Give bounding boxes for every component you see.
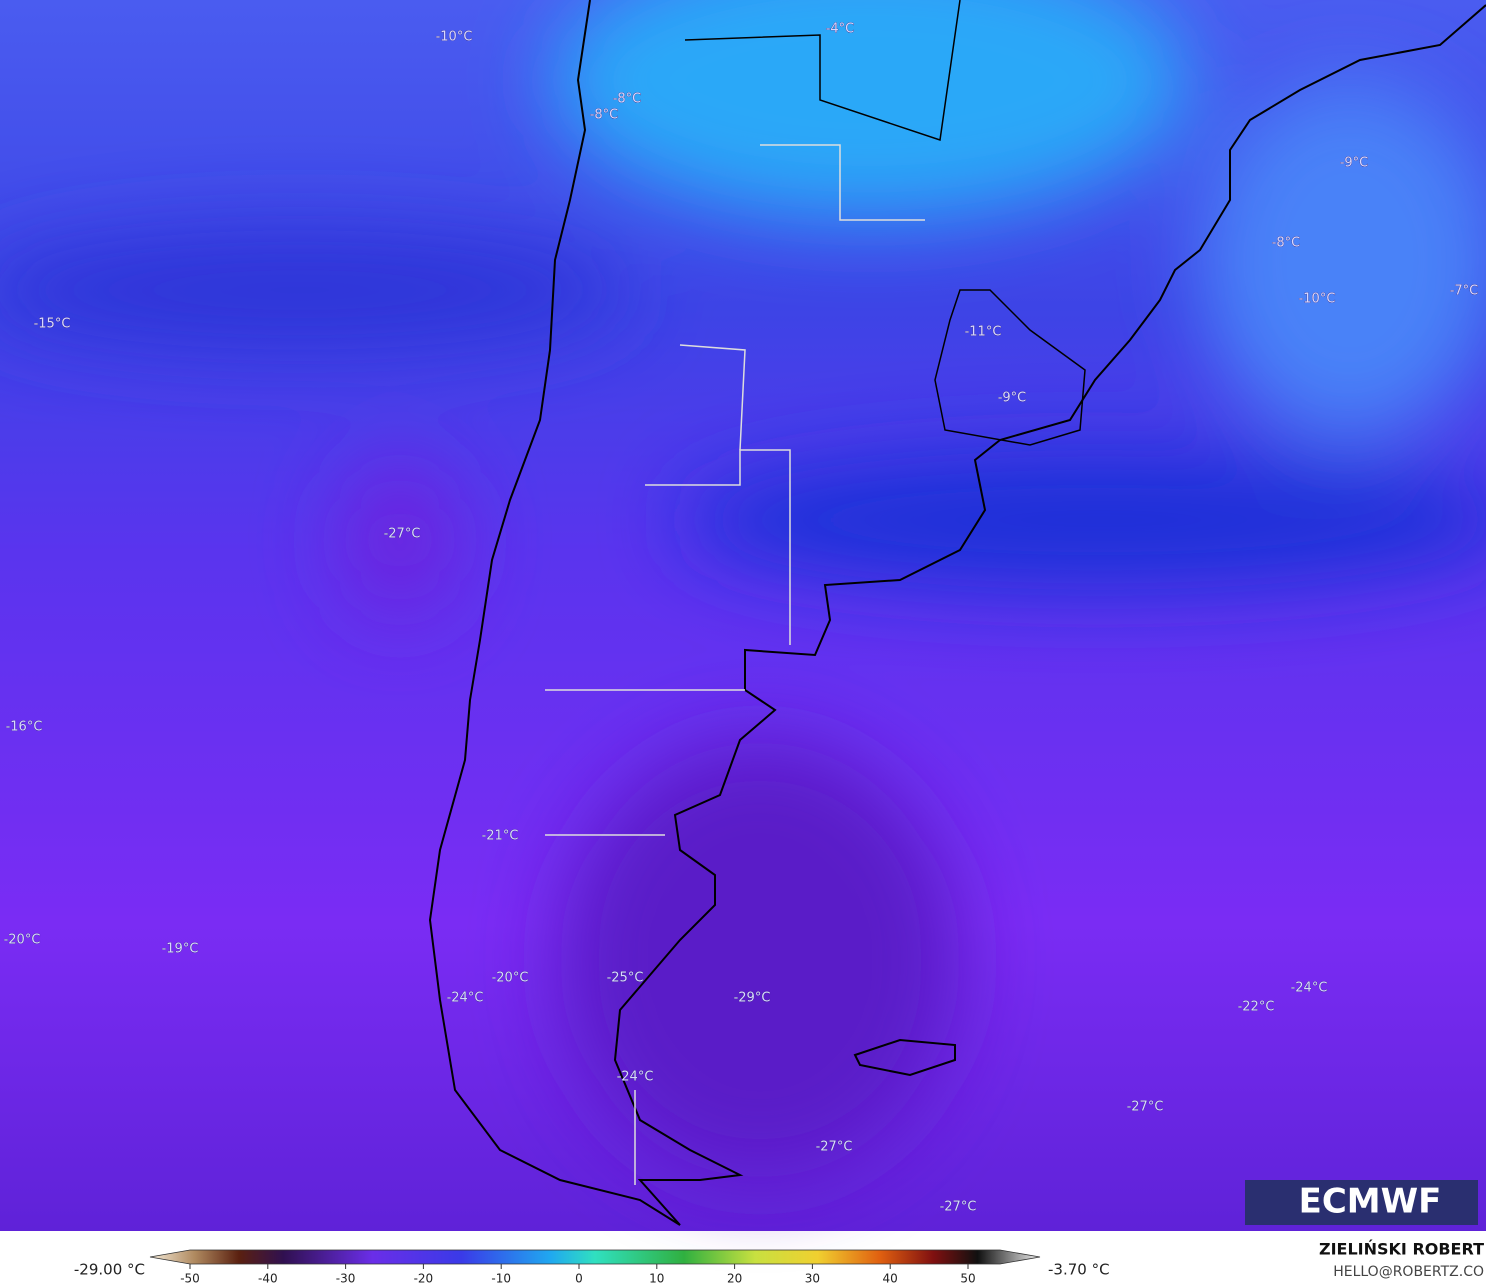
contact: HELLO@ROBERTZ.CO (1333, 1264, 1484, 1280)
temperature-label: -27°C (940, 1200, 977, 1215)
temperature-label: -20°C (492, 971, 529, 986)
temperature-label: -19°C (162, 942, 199, 957)
temperature-label: -21°C (482, 829, 519, 844)
min-label: -29.00 °C (74, 1261, 145, 1279)
colorbar-tick-label: -40 (258, 1272, 278, 1286)
temperature-label: -9°C (1340, 156, 1369, 171)
temperature-label: -22°C (1238, 1000, 1275, 1015)
colorbar-tick-label: -30 (336, 1272, 356, 1286)
max-label: -3.70 °C (1048, 1261, 1110, 1279)
colorbar-tick-label: 50 (960, 1272, 975, 1286)
temperature-label: -29°C (734, 991, 771, 1006)
field (0, 0, 1486, 1231)
temperature-label: -8°C (590, 108, 619, 123)
logo: ECMWF (1299, 1182, 1442, 1222)
borders (545, 144, 925, 1185)
colorbar-tick-label: -10 (491, 1272, 511, 1286)
temperature-label: -20°C (4, 933, 41, 948)
temperature-label: -24°C (1291, 981, 1328, 996)
borders-national (684, 0, 1086, 446)
colorbar-tick-label: 0 (575, 1272, 583, 1286)
temperature-label: -27°C (1127, 1100, 1164, 1115)
author: ZIELIŃSKI ROBERT (1319, 1240, 1484, 1259)
temperature-label: -27°C (816, 1140, 853, 1155)
temperature-label: -8°C (1272, 236, 1301, 251)
temperature-label: -24°C (447, 991, 484, 1006)
temperature-label: -10°C (436, 30, 473, 45)
temperature-label: -11°C (965, 325, 1002, 340)
logo-box (1245, 1180, 1478, 1225)
coastlines (428, 0, 1486, 1226)
temperature-label: -8°C (613, 92, 642, 107)
colorbar-tick-label: -20 (414, 1272, 434, 1286)
colorbar-tick-label: 20 (727, 1272, 742, 1286)
colorbar-tick-label: 10 (649, 1272, 664, 1286)
colorbar (149, 1249, 1041, 1265)
colorbar-tick-label: 30 (805, 1272, 820, 1286)
temperature-label: -10°C (1299, 292, 1336, 307)
temperature-label: -15°C (34, 317, 71, 332)
temperature-label: -24°C (617, 1070, 654, 1085)
colorbar-tick-label: -50 (180, 1272, 200, 1286)
temperature-label: -7°C (1450, 284, 1479, 299)
colorbar-tick-label: 40 (883, 1272, 898, 1286)
temperature-label: -4°C (826, 22, 855, 37)
temperature-label: -9°C (998, 391, 1027, 406)
temperature-label: -16°C (6, 720, 43, 735)
temperature-label: -27°C (384, 527, 421, 542)
temperature-label: -25°C (607, 971, 644, 986)
